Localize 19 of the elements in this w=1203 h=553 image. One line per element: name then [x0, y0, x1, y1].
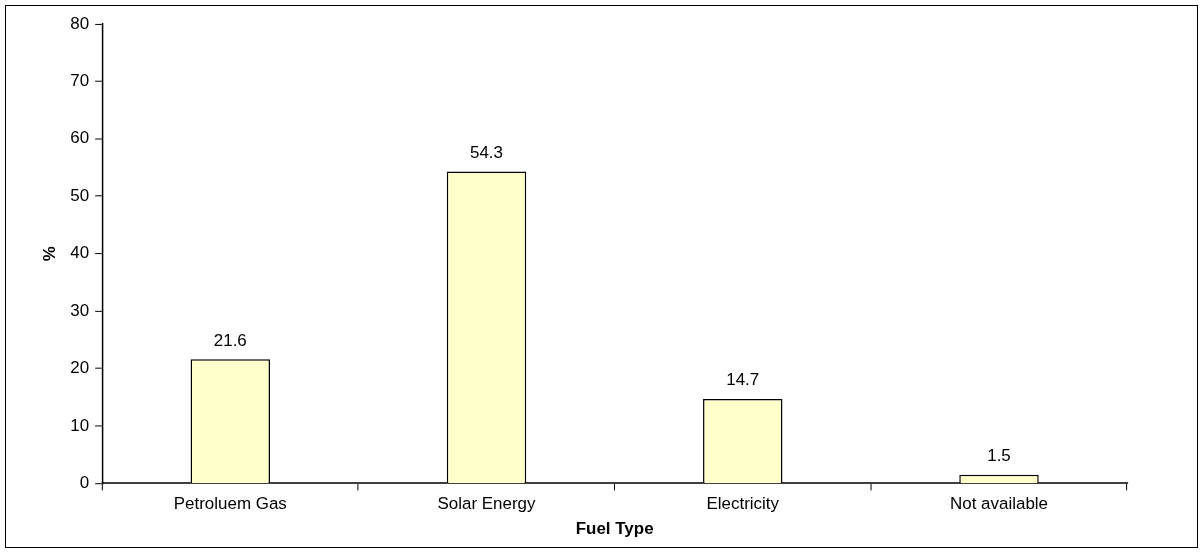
- y-tick-label: 20: [70, 358, 90, 378]
- data-label: 1.5: [987, 446, 1011, 466]
- x-tick-label: Electricity: [706, 494, 780, 514]
- y-tick-label: 70: [70, 71, 90, 91]
- x-tick-label: Solar Energy: [437, 494, 537, 514]
- y-tick-label: 60: [70, 128, 90, 148]
- x-axis-title: Fuel Type: [575, 518, 654, 538]
- y-tick-label: 80: [70, 13, 90, 33]
- y-tick-label: 30: [70, 300, 90, 320]
- y-tick-label: 10: [70, 415, 90, 435]
- data-label: 54.3: [470, 142, 504, 162]
- data-label: 21.6: [213, 330, 247, 350]
- data-label: 14.7: [726, 370, 760, 390]
- x-tick-label: Petroluem Gas: [173, 494, 287, 514]
- y-tick-label: 50: [70, 185, 90, 205]
- y-tick-label: 0: [79, 473, 90, 493]
- x-tick-label: Not available: [949, 494, 1049, 514]
- y-axis-title: %: [39, 246, 59, 262]
- y-tick-label: 40: [70, 243, 90, 263]
